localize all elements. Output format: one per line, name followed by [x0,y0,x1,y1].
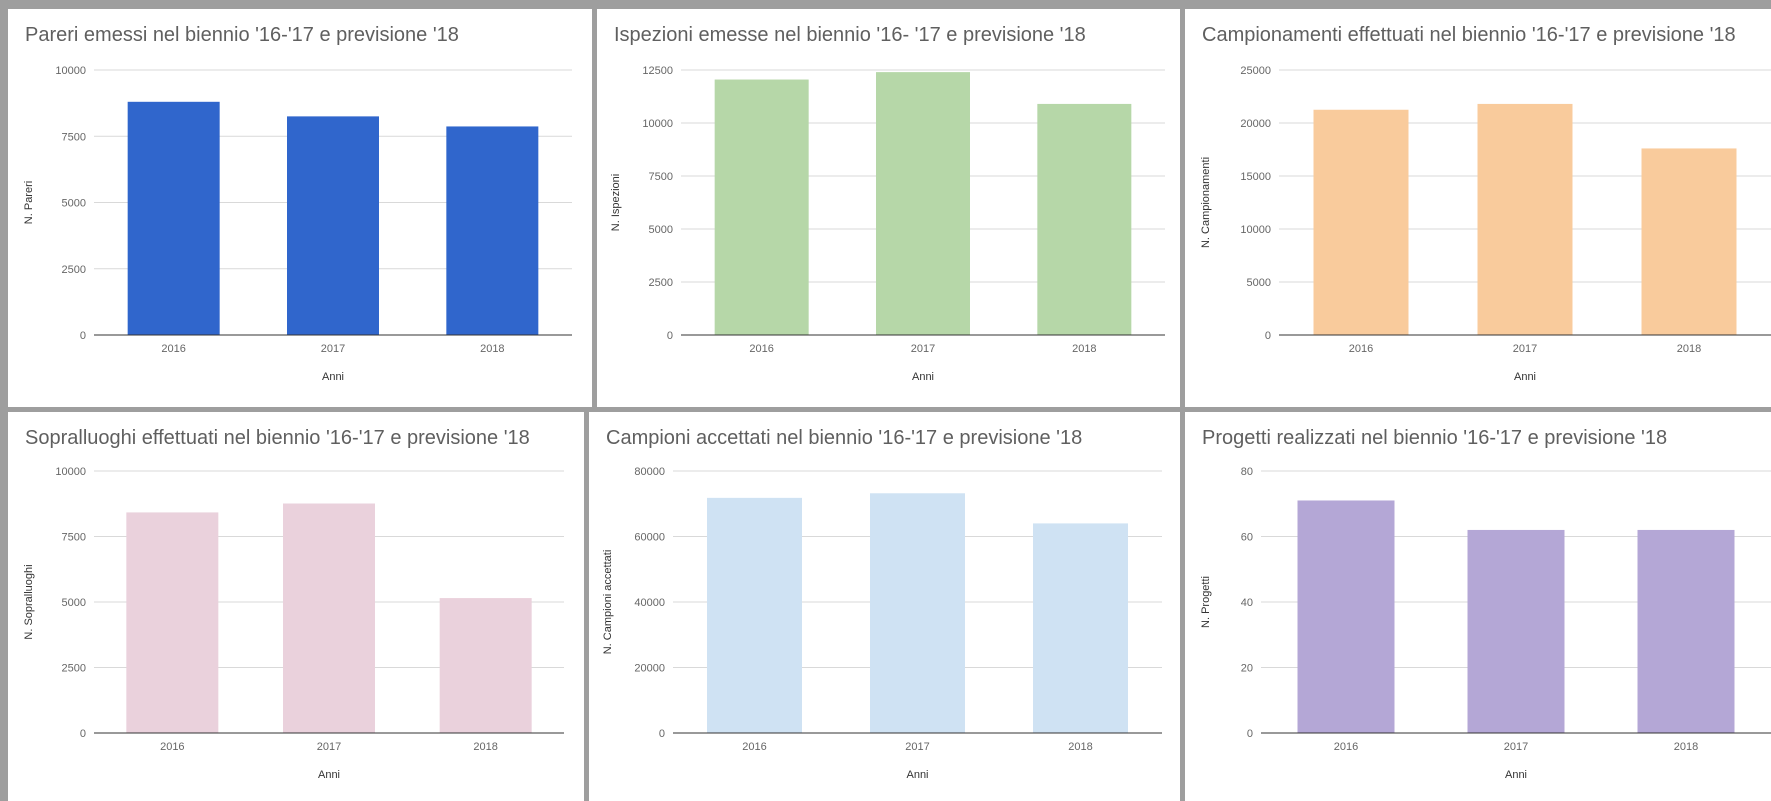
y-tick-label: 15000 [1240,171,1271,183]
y-tick-label: 40 [1241,597,1253,609]
chart-title: Pareri emessi nel biennio '16-'17 e prev… [25,24,459,46]
x-tick-label: 2018 [1674,741,1698,753]
x-tick-label: 2016 [161,343,185,355]
x-axis-title: Anni [912,371,934,383]
chart-panel-ispezioni: Ispezioni emesse nel biennio '16- '17 e … [597,9,1180,407]
x-tick-label: 2016 [1334,741,1358,753]
y-tick-label: 5000 [62,198,86,210]
bar [1037,103,1132,335]
y-tick-label: 60 [1241,532,1253,544]
x-tick-label: 2017 [1504,741,1528,753]
x-axis-title: Anni [1505,769,1527,781]
x-tick-label: 2017 [1513,343,1537,355]
y-tick-label: 60000 [634,532,665,544]
bar [1637,529,1735,733]
y-axis-title: N. Pareri [23,181,35,224]
chart-svg: 0 2500 5000 7500 10000 2016 2017 2018 Anni N. Par… [23,65,572,383]
bar [287,116,379,335]
bar [126,512,219,733]
bar [1641,148,1737,335]
bar [1033,523,1128,733]
x-tick-label: 2017 [317,741,341,753]
chart-title: Ispezioni emesse nel biennio '16- '17 e … [614,24,1086,46]
y-tick-label: 12500 [642,65,673,77]
y-tick-label: 20 [1241,663,1253,675]
y-tick-label: 10000 [642,118,673,130]
y-tick-label: 40000 [634,597,665,609]
y-tick-label: 20000 [1240,118,1271,130]
y-tick-label: 0 [1247,728,1253,740]
x-tick-label: 2018 [1072,343,1096,355]
bar [1297,500,1395,733]
chart-panel-campionamenti: Campionamenti effettuati nel biennio '16… [1185,9,1771,407]
x-axis-title: Anni [322,371,344,383]
y-tick-label: 2500 [62,663,86,675]
x-tick-label: 2018 [1068,741,1092,753]
chart-title: Campioni accettati nel biennio '16-'17 e… [606,427,1083,449]
x-tick-label: 2016 [742,741,766,753]
x-axis-title: Anni [318,769,340,781]
y-tick-label: 2500 [649,277,673,289]
y-tick-label: 10000 [55,65,86,77]
y-axis-title: N. Campionamenti [1200,157,1212,248]
x-axis-title: Anni [906,769,928,781]
x-tick-label: 2016 [1349,343,1373,355]
chart-panel-campioni: Campioni accettati nel biennio '16-'17 e… [589,412,1180,801]
chart-title: Campionamenti effettuati nel biennio '16… [1202,24,1736,46]
y-tick-label: 10000 [55,466,86,478]
chart-panel-progetti: Progetti realizzati nel biennio '16-'17 … [1185,412,1771,801]
x-tick-label: 2018 [473,741,497,753]
x-tick-label: 2017 [321,343,345,355]
y-tick-label: 5000 [649,224,673,236]
y-tick-label: 0 [1265,330,1271,342]
x-axis-title: Anni [1514,371,1536,383]
y-axis-title: N. Ispezioni [610,174,622,231]
y-tick-label: 80 [1241,466,1253,478]
chart-svg: 0 5000 10000 15000 20000 25000 2016 2017 2018 Ann… [1200,65,1771,383]
chart-svg: 0 20000 40000 60000 80000 2016 2017 2018 Anni N. … [602,466,1162,781]
x-tick-label: 2016 [160,741,184,753]
bar [439,598,532,733]
chart-title: Sopralluoghi effettuati nel biennio '16-… [25,427,530,449]
chart-svg: 0 2500 5000 7500 10000 2016 2017 2018 Anni N. Sop… [23,466,564,781]
chart-panel-sopralluoghi: Sopralluoghi effettuati nel biennio '16-… [8,412,584,801]
y-tick-label: 5000 [1247,277,1271,289]
bar [876,72,970,335]
y-tick-label: 80000 [634,466,665,478]
x-tick-label: 2016 [749,343,773,355]
bar [127,101,220,335]
y-axis-title: N. Sopralluoghi [23,564,35,639]
x-tick-label: 2018 [1677,343,1701,355]
y-axis-title: N. Campioni accettati [602,550,614,655]
y-axis-title: N. Progetti [1200,576,1212,628]
y-tick-label: 7500 [62,532,86,544]
bar [707,497,802,733]
y-tick-label: 0 [659,728,665,740]
y-tick-label: 7500 [649,171,673,183]
chart-svg: 0 20 40 60 80 2016 2017 2018 Anni N. Progetti [1200,466,1771,781]
y-tick-label: 20000 [634,663,665,675]
y-tick-label: 5000 [62,597,86,609]
y-tick-label: 7500 [62,131,86,143]
chart-panel-pareri: Pareri emessi nel biennio '16-'17 e prev… [8,9,592,407]
y-tick-label: 10000 [1240,224,1271,236]
bar [283,503,375,733]
bar [1477,103,1573,335]
bar [714,79,809,335]
bar [1313,109,1409,335]
y-tick-label: 0 [80,728,86,740]
y-tick-label: 25000 [1240,65,1271,77]
y-tick-label: 0 [667,330,673,342]
chart-title: Progetti realizzati nel biennio '16-'17 … [1202,427,1668,449]
bar [1467,529,1565,733]
chart-svg: 0 2500 5000 7500 10000 12500 2016 2017 2018 Anni N… [610,65,1165,383]
x-tick-label: 2017 [911,343,935,355]
bar [446,126,539,335]
y-tick-label: 2500 [62,264,86,276]
x-tick-label: 2017 [905,741,929,753]
x-tick-label: 2018 [480,343,504,355]
bar [870,493,965,733]
y-tick-label: 0 [80,330,86,342]
